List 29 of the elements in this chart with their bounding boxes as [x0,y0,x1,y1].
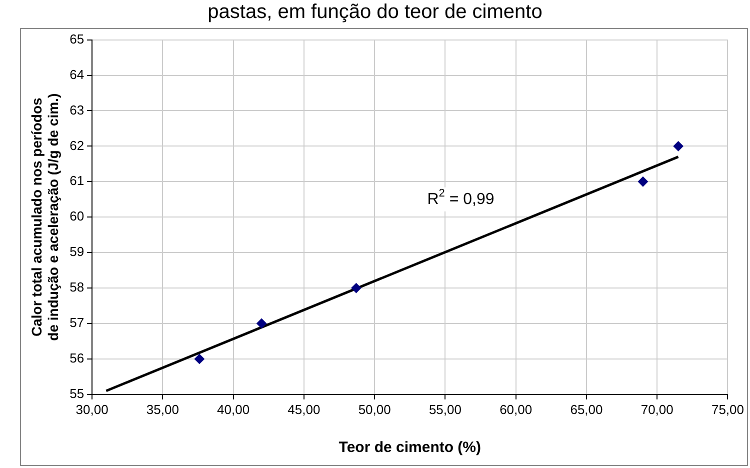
y-tick-label: 62 [70,138,84,153]
x-axis-title: Teor de cimento (%) [338,439,482,456]
y-tick-label: 64 [70,66,84,82]
point [673,141,684,152]
x-tick-label: 75,00 [711,402,744,417]
point [638,176,648,187]
y-tick-label: 65 [70,31,84,46]
y-tick-label: 63 [70,102,84,118]
chart-title: pastas, em função do teor de cimento [206,0,544,24]
point [256,318,267,328]
y-tick-label: 55 [70,386,84,401]
x-tick-label: 50,00 [358,402,391,417]
x-tick-label: 45,00 [288,402,320,417]
x-tick-label: 55,00 [428,402,462,417]
y-tick-label: 56 [70,350,84,366]
y-tick-label: 59 [70,244,84,260]
point [194,354,204,364]
x-tick-label: 65,00 [570,402,603,417]
x-tick-label: 35,00 [146,402,179,417]
point [351,283,362,294]
x-tick-label: 30,00 [76,402,108,417]
x-tick-label: 70,00 [640,402,674,417]
y-axis-title: Calor total acumulado nos períodos de indução e aceleração (J/g de cim.) [28,93,62,341]
y-tick-label: 57 [70,315,84,330]
y-tick-label: 61 [70,173,84,188]
y-tick-label: 60 [70,208,84,224]
y-tick-label: 58 [70,280,84,295]
x-tick-label: 60,00 [500,402,532,417]
x-tick-label: 40,00 [217,402,250,417]
